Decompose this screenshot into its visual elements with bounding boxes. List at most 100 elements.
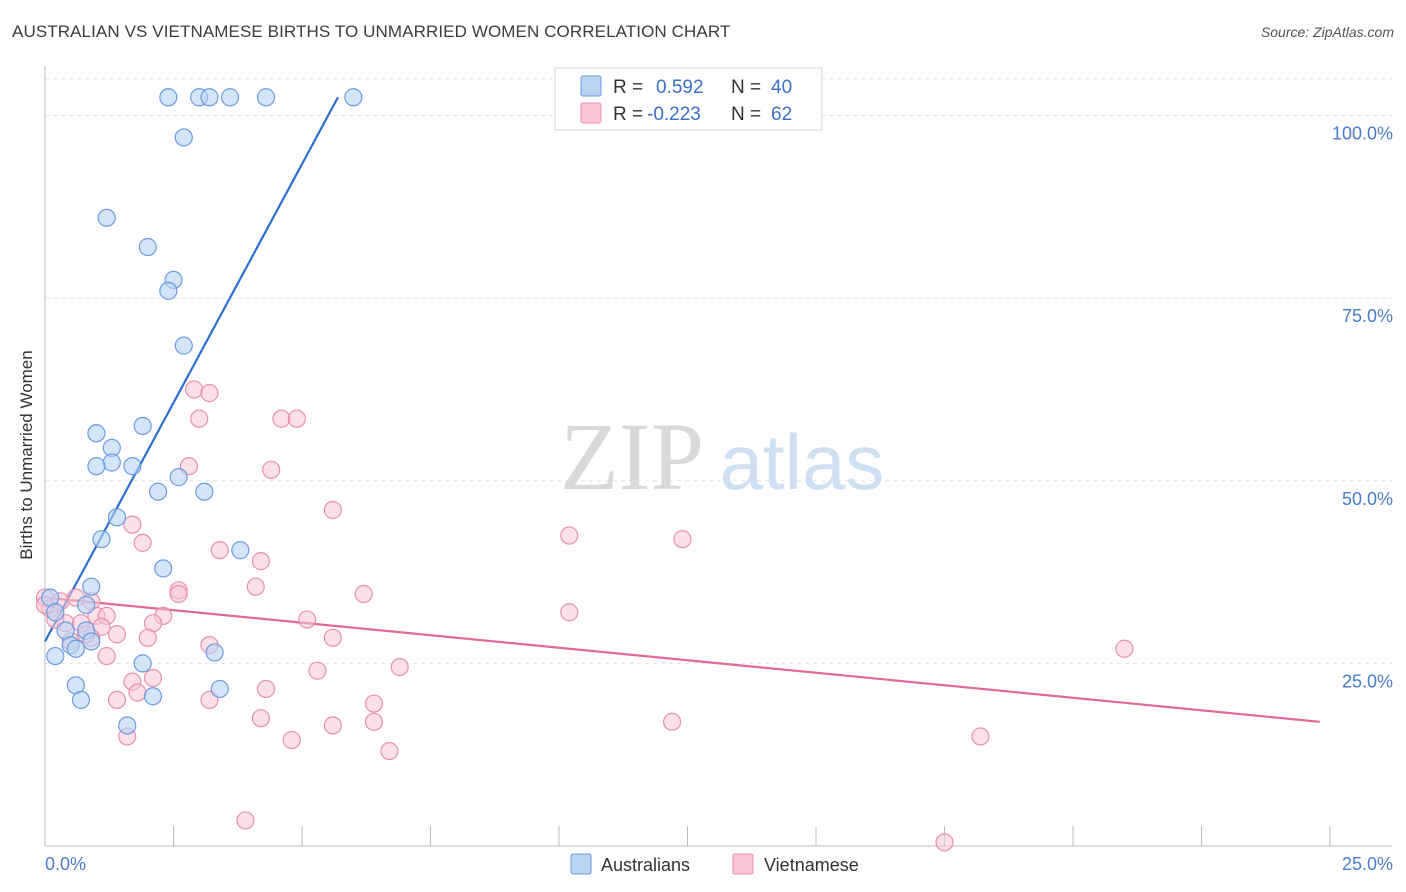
australians-point-3 (220, 88, 240, 107)
australians-point-22 (92, 530, 111, 549)
vietnamese-point-58 (236, 811, 255, 830)
stats-n-value-australians: 40 (771, 77, 792, 98)
trend-lines (44, 96, 1320, 723)
stats-legend: R = 0.592 N = 40 R = -0.223 N = 62 (554, 67, 823, 131)
stats-r-value-vietnamese: -0.223 (647, 104, 701, 125)
bottom-legend-swatch-australians (570, 853, 592, 875)
stats-n-value-vietnamese: 62 (771, 104, 792, 125)
vietnamese-point-31 (298, 610, 317, 629)
y-tick-label-3: 100.0% (1332, 124, 1393, 144)
australians-point-7 (97, 208, 116, 227)
australians-point-38 (210, 679, 229, 699)
vietnamese-point-9 (262, 460, 281, 479)
trend-line-australians (44, 96, 339, 642)
vietnamese-point-5 (190, 409, 209, 428)
y-tick-label-0: 25.0% (1342, 671, 1393, 691)
trend-line-vietnamese (44, 596, 1320, 723)
series-legend: Australians Vietnamese (570, 853, 859, 875)
australians-point-23 (231, 541, 250, 560)
australians-points (41, 88, 363, 735)
vietnamese-point-4 (200, 384, 219, 403)
australians-point-2 (200, 88, 219, 107)
australians-point-39 (143, 687, 163, 706)
australians-point-21 (107, 508, 127, 527)
australians-point-33 (66, 639, 85, 658)
australians-point-4 (256, 88, 276, 107)
stats-n-label-australians: N = (731, 77, 761, 98)
australians-point-31 (82, 632, 101, 651)
vietnamese-point-55 (282, 730, 301, 750)
australians-point-10 (159, 281, 178, 300)
stats-n-label-vietnamese: N = (731, 104, 761, 125)
vietnamese-point-53 (662, 712, 682, 731)
vietnamese-point-40 (390, 657, 409, 677)
australians-point-19 (148, 482, 168, 501)
vietnamese-point-41 (308, 661, 327, 680)
vietnamese-point-34 (107, 625, 127, 644)
vietnamese-point-6 (272, 409, 291, 428)
australians-point-13 (87, 424, 106, 443)
stats-r-value-australians: 0.592 (656, 77, 704, 98)
vietnamese-point-18 (246, 577, 265, 596)
vietnamese-point-11 (123, 515, 142, 534)
axes (44, 66, 1392, 847)
australians-point-6 (174, 128, 193, 147)
australians-point-18 (169, 468, 188, 487)
vietnamese-point-46 (107, 690, 127, 710)
vietnamese-point-51 (323, 716, 342, 735)
vietnamese-point-56 (971, 727, 990, 746)
x-tick-label-0: 0.0% (45, 854, 86, 874)
vietnamese-point-44 (143, 668, 163, 688)
vietnamese-point-12 (560, 526, 579, 545)
australians-point-27 (77, 595, 96, 615)
vietnamese-point-59 (935, 833, 954, 852)
bottom-legend-swatch-vietnamese (732, 853, 754, 875)
australians-point-12 (133, 416, 152, 436)
australians-point-25 (82, 577, 101, 596)
australians-point-15 (102, 453, 121, 472)
vietnamese-point-16 (251, 552, 270, 571)
australians-point-41 (118, 716, 137, 735)
australians-point-24 (154, 559, 173, 578)
australians-point-8 (138, 237, 157, 257)
vietnamese-point-13 (673, 530, 692, 549)
tick-labels: 25.0% 50.0% 75.0% 100.0% 0.0% 25.0% (45, 124, 1393, 874)
y-axis-label: Births to Unmarried Women (17, 350, 36, 559)
vietnamese-point-19 (169, 584, 188, 604)
legend-swatch-vietnamese (580, 102, 602, 124)
bottom-legend-australians: Australians (601, 855, 690, 875)
vietnamese-point-45 (256, 679, 276, 699)
vietnamese-point-24 (560, 603, 579, 622)
vietnamese-point-36 (323, 628, 342, 647)
australians-point-35 (46, 646, 65, 666)
vietnamese-point-14 (133, 533, 152, 552)
vietnamese-point-35 (138, 628, 157, 647)
chart-title: AUSTRALIAN VS VIETNAMESE BIRTHS TO UNMAR… (12, 22, 731, 41)
australians-point-36 (133, 654, 152, 673)
vietnamese-point-49 (364, 694, 384, 713)
stats-r-label-vietnamese: R = (613, 104, 643, 125)
bottom-legend-vietnamese: Vietnamese (764, 855, 859, 875)
legend-swatch-australians (580, 75, 602, 97)
vietnamese-point-3 (184, 380, 204, 399)
australians-point-34 (205, 643, 224, 662)
y-tick-label-1: 50.0% (1342, 489, 1393, 509)
source-credit: Source: ZipAtlas.com (1260, 24, 1394, 40)
australians-point-0 (159, 88, 178, 107)
y-tick-label-2: 75.0% (1342, 306, 1393, 326)
australians-point-40 (71, 690, 91, 710)
australians-point-28 (46, 603, 65, 622)
vietnamese-point-15 (210, 541, 229, 560)
gridlines (45, 78, 1392, 664)
watermark-zip: ZIP (560, 403, 704, 510)
vietnamese-point-20 (354, 584, 373, 604)
vietnamese-point-39 (97, 646, 116, 666)
vietnamese-point-50 (251, 709, 270, 728)
x-tick-label-1: 25.0% (1342, 854, 1393, 874)
vietnamese-point-7 (287, 409, 306, 428)
vietnamese-point-57 (380, 741, 399, 761)
vietnamese-point-52 (364, 712, 384, 731)
watermark-atlas: atlas (720, 418, 885, 506)
australians-point-20 (195, 482, 214, 501)
